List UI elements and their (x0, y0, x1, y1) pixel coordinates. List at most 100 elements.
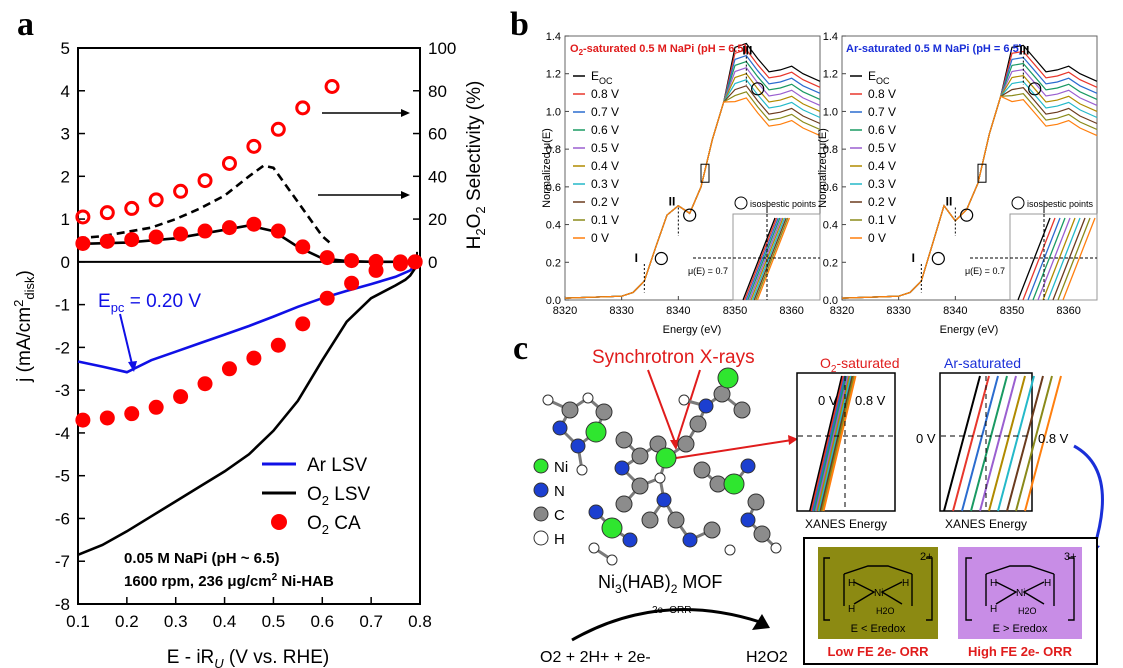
pb-isosbestic-circle (751, 82, 765, 96)
pa-point (124, 232, 140, 248)
panel-c: Synchrotron X-rays Ni N C H Ni3(HAB)2 MO… (533, 347, 1104, 666)
pb-ytick-label: 0.4 (546, 220, 561, 232)
mof-atom-n (698, 398, 714, 414)
pb-inset-line (747, 217, 781, 301)
legend-o2-ca: O2 CA (307, 513, 361, 537)
pb-inset-line (1042, 217, 1076, 301)
pb-xtick-label: 8350 (1000, 305, 1024, 317)
pb-isosbestic-circle (654, 251, 668, 266)
pb-legend-label: 0 V (868, 231, 886, 245)
pb-legend-label: 0.1 V (591, 213, 619, 227)
low-fe-swatch (818, 547, 938, 639)
mof-atom-n (682, 532, 698, 548)
complex-water: H2O (876, 606, 895, 616)
pb-xtick-label: 8360 (779, 305, 803, 317)
mof-atom-n (622, 532, 638, 548)
pb-ytick-label: 1.0 (546, 106, 561, 118)
pb-isosbestic-circle (1028, 82, 1042, 96)
pa-point (270, 223, 286, 239)
pa-point (124, 406, 140, 422)
mof-atom-n (552, 420, 568, 436)
high-fe-label: High FE 2e- ORR (968, 644, 1073, 659)
complex-bond (853, 581, 876, 605)
pa-point-open (270, 121, 286, 137)
pa-ytick-label: -1 (55, 296, 70, 315)
ni-complex-3plus: Ni H H H H2O (965, 557, 1075, 621)
pb-legend-label: 0.7 V (591, 105, 619, 119)
pa-xtick-label: 0.1 (66, 612, 90, 631)
pa-point (99, 233, 115, 249)
pa-point (344, 275, 360, 291)
pa-point-open (99, 205, 115, 221)
pb-xtick-label: 8320 (830, 305, 854, 317)
c-o2-line (818, 375, 852, 512)
pb-legend-label: 0.4 V (591, 159, 619, 173)
mof-atom-c (561, 401, 579, 419)
pa-ytick-label: -4 (55, 424, 70, 443)
pb-roman-label: II (946, 194, 953, 208)
pb-roman-label: III (742, 44, 752, 58)
right-axis-arrowhead-2 (401, 191, 410, 199)
mof-atom-c (615, 495, 633, 513)
pb-mu-label: μ(E) = 0.7 (965, 266, 1005, 276)
pb-inset-line (1062, 217, 1096, 301)
pa-y2tick-label: 0 (428, 253, 437, 272)
mof-atom-ni (655, 447, 677, 469)
pa-ytick-label: -7 (55, 552, 70, 571)
epc-arrow (119, 313, 133, 365)
pa-point (148, 399, 164, 415)
pa-point-open (124, 200, 140, 216)
pa-point-open (324, 78, 340, 94)
complex-bracket-left (965, 557, 972, 621)
ar-xanes-label: XANES Energy (945, 517, 1027, 531)
pb-legend-label: 0.3 V (591, 177, 619, 191)
pb-inset-line (753, 217, 787, 301)
mof-atom-c (595, 403, 613, 421)
panel-a-chart: 0.1 0.2 0.3 0.4 0.5 0.6 0.7 0.8 5 4 3 2 1 0 -1 -2 -3 -4 -5… (11, 39, 488, 668)
panel-a-frame (77, 47, 421, 605)
pb-isosbestic-circle (931, 251, 945, 266)
pb-xtick-label: 8330 (609, 305, 633, 317)
c-o2-line (810, 375, 845, 512)
pb-ytick-label: 1.4 (546, 31, 561, 43)
complex-bond (880, 581, 903, 605)
pb-roman-label: III (1019, 44, 1029, 58)
o2-xanes-label: XANES Energy (805, 517, 887, 531)
complex-nh: H (848, 604, 855, 615)
pb-legend-label: 0.8 V (868, 87, 896, 101)
o2-box-0v: 0 V (818, 393, 838, 408)
mof-atom-c (703, 521, 721, 539)
pb-ytick-label: 0.6 (823, 182, 838, 194)
pa-y2tick-label: 60 (428, 125, 447, 144)
mof-atom-c (733, 401, 751, 419)
complex-ni: Ni (874, 588, 883, 599)
pb-ytick-label: 0.8 (546, 144, 561, 156)
pb-roman-label: I (635, 251, 638, 265)
ar-box-0v: 0 V (916, 431, 936, 446)
mof-atom-c (631, 447, 649, 465)
pb-ytick-label: 0.2 (823, 257, 838, 269)
mof-atom-h (654, 472, 666, 484)
pa-point (368, 253, 384, 269)
pa-ytick-label: -8 (55, 595, 70, 614)
pa-point-open (75, 209, 91, 225)
legend-h: H (554, 531, 565, 548)
c-o2-line (819, 375, 854, 512)
pb-legend-label: 0.5 V (868, 141, 896, 155)
pa-point-open (221, 155, 237, 171)
o2-saturated-label: O2-saturated (820, 355, 900, 375)
panel-label-a: a (17, 6, 34, 43)
probe-arrowhead (788, 435, 798, 445)
mof-atom-h (542, 394, 554, 406)
pb-isosbestic-legend-circle (1011, 196, 1025, 210)
legend-c: C (554, 507, 565, 524)
legend-o2-lsv: O2 LSV (307, 484, 371, 508)
pb-legend-label: 0.5 V (591, 141, 619, 155)
pb-legend-label: 0.8 V (591, 87, 619, 101)
pb-roman-label: II (669, 194, 676, 208)
pb-legend-label: 0.7 V (868, 105, 896, 119)
legend-o2ca-marker (271, 514, 287, 530)
pb-roman-label: I (912, 251, 915, 265)
panel-label-b: b (510, 6, 529, 43)
